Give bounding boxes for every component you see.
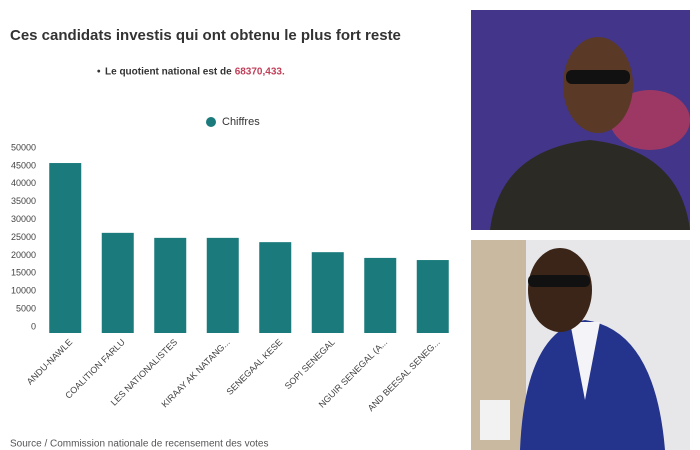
y-tick-label: 50000 <box>11 142 36 152</box>
bar <box>311 252 344 333</box>
bar <box>49 163 82 333</box>
y-tick-label: 35000 <box>11 196 36 206</box>
subtitle-bullet: • <box>97 67 101 78</box>
photo-bottom <box>471 240 690 450</box>
bar <box>206 237 239 333</box>
subtitle-value: 68370,433. <box>235 67 285 78</box>
bar <box>154 237 187 333</box>
y-tick-label: 15000 <box>11 268 36 278</box>
y-tick-label: 0 <box>31 321 36 331</box>
y-tick-label: 45000 <box>11 160 36 170</box>
y-tick-label: 20000 <box>11 250 36 260</box>
source: Source / Commission nationale de recense… <box>10 439 268 450</box>
y-tick-label: 25000 <box>11 232 36 242</box>
bar <box>364 257 397 333</box>
bar <box>416 260 449 333</box>
chart-title: Ces candidats investis qui ont obtenu le… <box>10 27 401 44</box>
bar <box>259 242 292 333</box>
photo-top <box>471 10 690 230</box>
y-tick-label: 30000 <box>11 214 36 224</box>
legend-swatch <box>206 117 216 127</box>
legend-label: Chiffres <box>222 116 260 128</box>
subtitle: Le quotient national est de <box>105 67 232 78</box>
bar <box>101 232 134 333</box>
y-tick-label: 40000 <box>11 178 36 188</box>
y-tick-label: 10000 <box>11 286 36 296</box>
y-tick-label: 5000 <box>16 303 36 313</box>
